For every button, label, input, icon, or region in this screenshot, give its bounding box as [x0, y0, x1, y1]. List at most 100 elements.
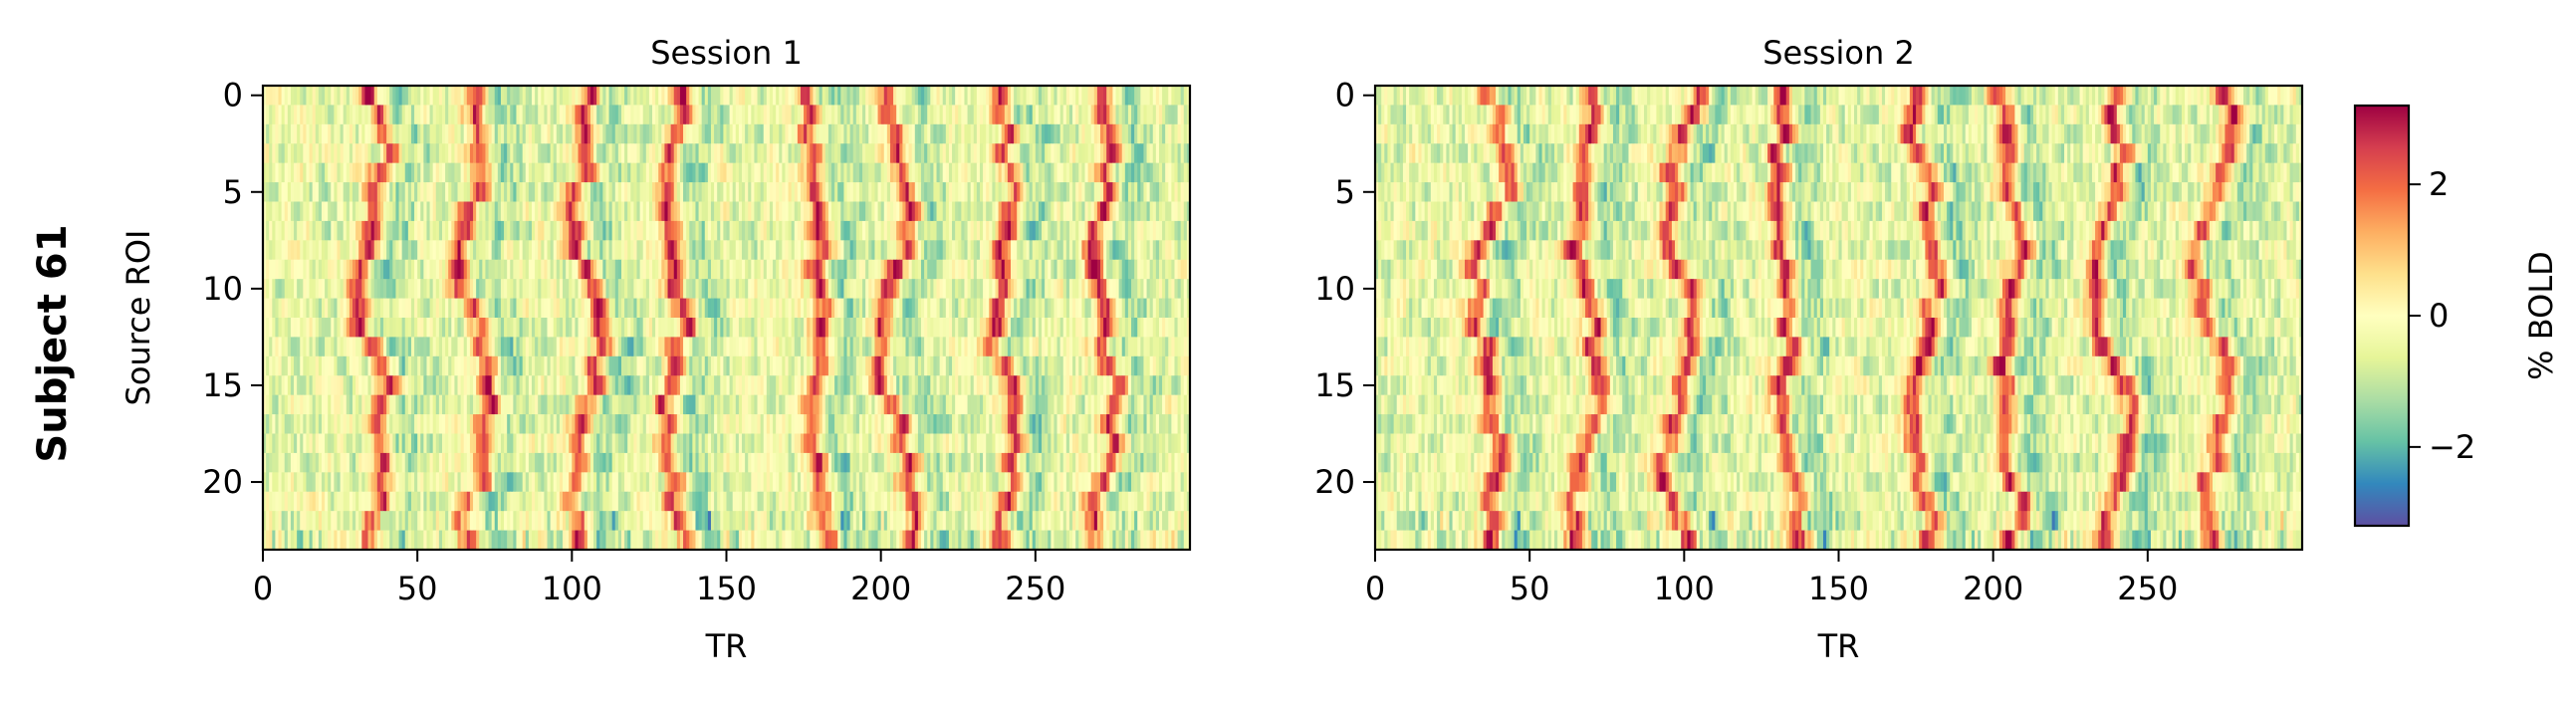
- heatmap-cell: [738, 375, 743, 396]
- heatmap-cell: [491, 259, 496, 280]
- heatmap-cell: [469, 355, 474, 376]
- heatmap-cell: [300, 182, 304, 203]
- heatmap-cell: [504, 318, 508, 339]
- heatmap-cell: [586, 220, 591, 241]
- heatmap-cell: [513, 105, 518, 125]
- heatmap-cell: [797, 220, 802, 241]
- heatmap-cell: [1017, 182, 1021, 203]
- heatmap-cell: [1143, 201, 1148, 222]
- heatmap-cell: [942, 318, 947, 339]
- heatmap-cell: [460, 279, 465, 300]
- heatmap-cell: [908, 105, 913, 125]
- heatmap-cell: [550, 201, 555, 222]
- heatmap-cell: [1056, 298, 1061, 319]
- heatmap-cell: [1106, 105, 1110, 125]
- heatmap-cell: [930, 318, 935, 339]
- heatmap-cell: [1051, 318, 1055, 339]
- heatmap-cell: [785, 298, 790, 319]
- heatmap-cell: [334, 182, 339, 203]
- heatmap-cell: [642, 375, 647, 396]
- heatmap-cell: [769, 355, 774, 376]
- heatmap-cell: [698, 86, 703, 107]
- heatmap-cell: [936, 279, 941, 300]
- heatmap-cell: [679, 318, 684, 339]
- heatmap-cell: [886, 201, 891, 222]
- heatmap-cell: [769, 143, 774, 164]
- heatmap-cell: [807, 375, 811, 396]
- heatmap-cell: [911, 337, 916, 357]
- heatmap-cell: [1165, 162, 1169, 183]
- heatmap-cell: [448, 143, 452, 164]
- heatmap-cell: [732, 220, 737, 241]
- heatmap-cell: [868, 337, 872, 357]
- heatmap-cell: [1020, 375, 1025, 396]
- heatmap-cell: [373, 259, 378, 280]
- heatmap-cell: [1059, 298, 1064, 319]
- heatmap-cell: [528, 162, 533, 183]
- heatmap-cell: [738, 220, 743, 241]
- heatmap-cell: [998, 162, 1003, 183]
- heatmap-cell: [899, 337, 903, 357]
- heatmap-cell: [488, 279, 493, 300]
- heatmap-cell: [633, 240, 638, 261]
- heatmap-cell: [939, 201, 944, 222]
- heatmap-cell: [1023, 375, 1028, 396]
- heatmap-cell: [636, 279, 641, 300]
- heatmap-cell: [964, 318, 969, 339]
- heatmap-cell: [676, 220, 681, 241]
- heatmap-cell: [807, 182, 811, 203]
- heatmap-cell: [1162, 240, 1166, 261]
- heatmap-cell: [989, 240, 993, 261]
- heatmap-cell: [513, 240, 518, 261]
- heatmap-cell: [964, 298, 969, 319]
- heatmap-cell: [617, 123, 622, 144]
- heatmap-cell: [482, 162, 487, 183]
- heatmap-cell: [636, 220, 641, 241]
- heatmap-cell: [575, 162, 580, 183]
- heatmap-cell: [614, 182, 619, 203]
- heatmap-cell: [531, 220, 536, 241]
- heatmap-cell: [633, 375, 638, 396]
- heatmap-cell: [1011, 182, 1015, 203]
- heatmap-cell: [883, 355, 888, 376]
- heatmap-cell: [469, 123, 474, 144]
- heatmap-cell: [1146, 143, 1151, 164]
- heatmap-cell: [889, 182, 894, 203]
- heatmap-cell: [686, 182, 690, 203]
- heatmap-cell: [516, 259, 521, 280]
- heatmap-cell: [346, 375, 351, 396]
- heatmap-cell: [670, 143, 675, 164]
- heatmap-cell: [275, 375, 280, 396]
- heatmap-cell: [849, 375, 854, 396]
- heatmap-cell: [361, 162, 366, 183]
- heatmap-cell: [645, 355, 650, 376]
- heatmap-cell: [1020, 162, 1025, 183]
- heatmap-cell: [1180, 123, 1185, 144]
- heatmap-cell: [961, 143, 966, 164]
- heatmap-cell: [309, 337, 314, 357]
- heatmap-cell: [383, 201, 387, 222]
- heatmap-cell: [979, 162, 984, 183]
- heatmap-cell: [528, 259, 533, 280]
- heatmap-cell: [432, 337, 437, 357]
- heatmap-cell: [804, 86, 808, 107]
- heatmap-cell: [373, 279, 378, 300]
- heatmap-cell: [1090, 240, 1095, 261]
- heatmap-cell: [266, 220, 270, 241]
- heatmap-cell: [1121, 143, 1126, 164]
- heatmap-cell: [559, 162, 564, 183]
- heatmap-cell: [1149, 220, 1154, 241]
- heatmap-cell: [661, 298, 666, 319]
- heatmap-cell: [986, 182, 990, 203]
- heatmap-cell: [519, 375, 524, 396]
- heatmap-cell: [846, 259, 851, 280]
- heatmap-cell: [379, 298, 384, 319]
- heatmap-cell: [751, 337, 756, 357]
- heatmap-cell: [639, 123, 644, 144]
- heatmap-cell: [584, 375, 588, 396]
- heatmap-cell: [1087, 240, 1092, 261]
- heatmap-cell: [973, 298, 978, 319]
- heatmap-cell: [457, 337, 462, 357]
- heatmap-cell: [679, 337, 684, 357]
- heatmap-cell: [435, 318, 440, 339]
